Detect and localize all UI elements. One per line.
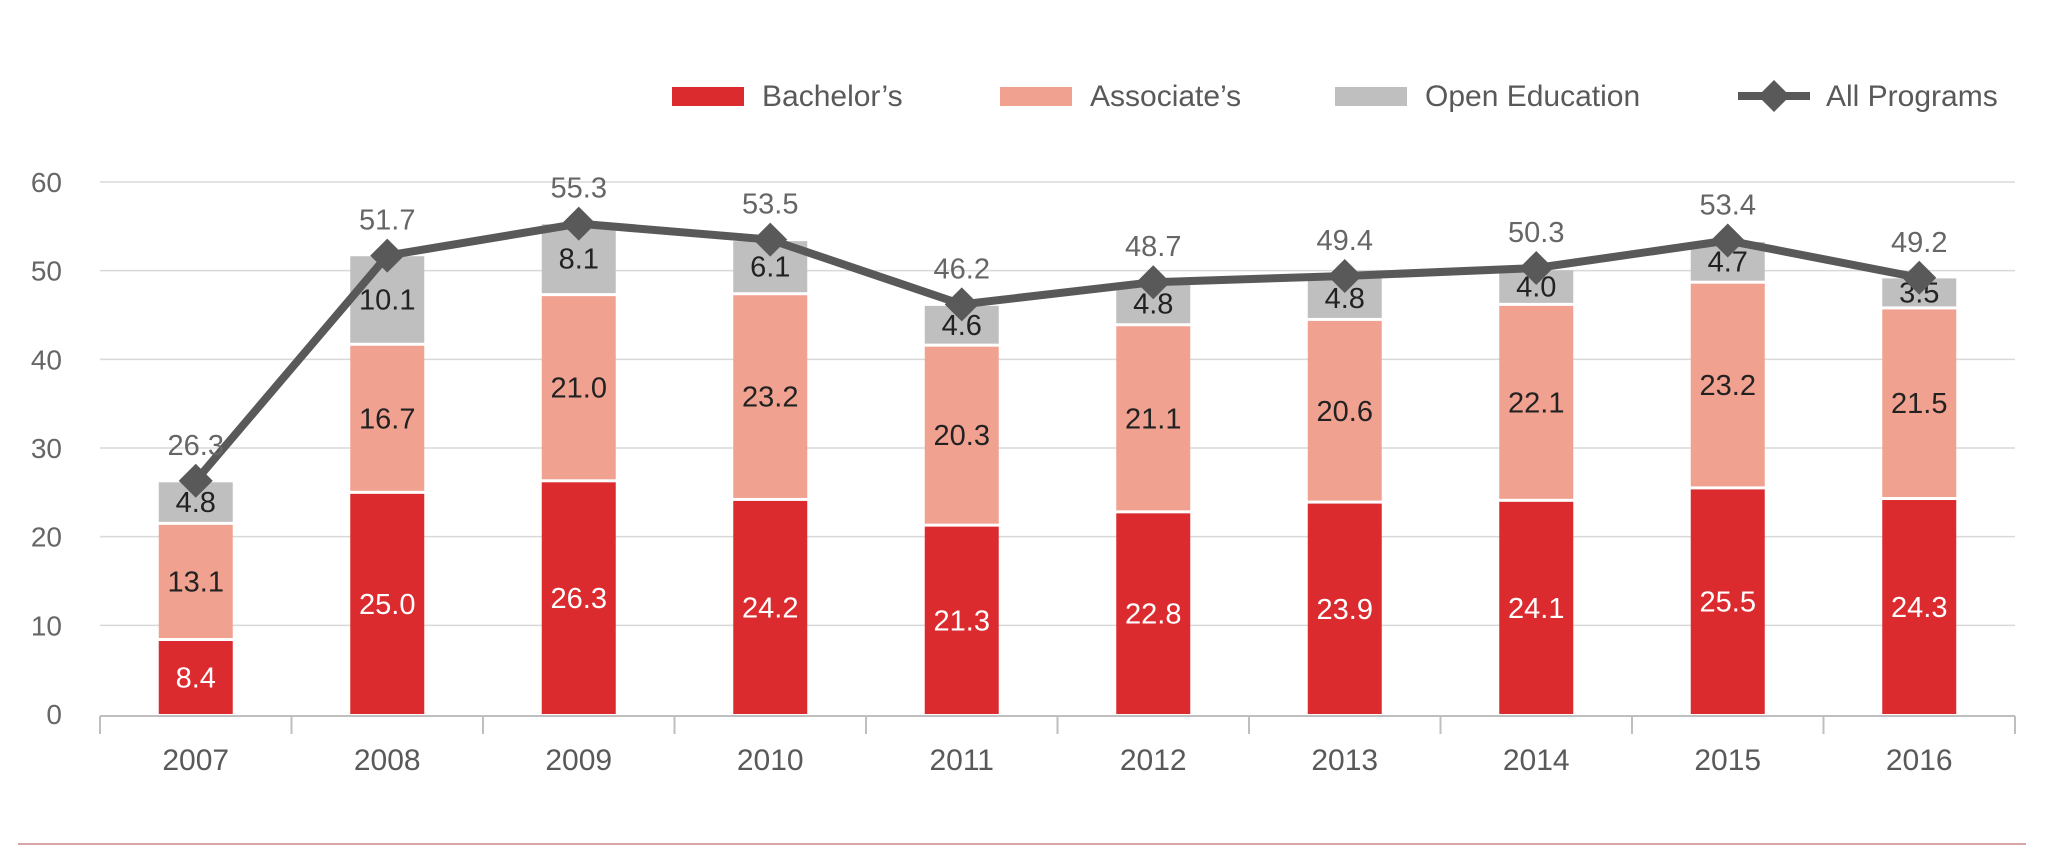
bar-segment <box>1499 501 1574 714</box>
y-tick-label: 10 <box>31 610 62 641</box>
bar-segment <box>924 526 999 714</box>
bar-segment <box>1116 326 1191 511</box>
bar-value-label: 20.6 <box>1317 396 1373 428</box>
bar-segment <box>924 346 999 524</box>
bar-value-label: 21.3 <box>934 605 990 637</box>
y-tick-label: 20 <box>31 522 62 553</box>
x-axis: 2007 2008 2009 2010 2011 2012 2013 2014 2015 2016 <box>99 715 2016 777</box>
legend-swatch <box>1000 87 1072 106</box>
bar-segment <box>1690 489 1765 714</box>
line-value-label: 49.4 <box>1317 225 1373 257</box>
bar-segment <box>1690 283 1765 487</box>
bar-segment <box>541 296 616 480</box>
line-marker <box>370 238 405 273</box>
bar-segment <box>1882 309 1957 498</box>
line-marker <box>1136 265 1171 300</box>
line-value-label: 53.4 <box>1700 190 1756 222</box>
bar-segment <box>733 295 808 498</box>
x-tick-label: 2007 <box>162 744 229 777</box>
y-tick-label: 0 <box>46 699 62 730</box>
x-tick-label: 2014 <box>1503 744 1570 777</box>
all-programs-line: 26.3 51.7 55.3 53.5 46.2 48.7 49.4 50.3 53.4 49.2 <box>168 173 1947 498</box>
line-value-label: 49.2 <box>1891 227 1947 259</box>
legend-swatch <box>1335 87 1407 106</box>
bar-value-label: 22.1 <box>1508 387 1564 419</box>
bar-value-label: 16.7 <box>359 403 415 435</box>
bar-value-label: 21.0 <box>551 373 607 405</box>
x-tick-label: 2011 <box>929 744 994 777</box>
bar-segment <box>158 524 233 639</box>
bar-value-label: 21.5 <box>1891 388 1947 420</box>
x-tick-label: 2009 <box>545 744 612 777</box>
bar-value-label: 8.1 <box>559 244 599 276</box>
x-tick-label: 2015 <box>1694 744 1761 777</box>
bar-segment <box>350 493 425 714</box>
bar-value-label: 10.1 <box>359 284 415 316</box>
bar-value-label: 24.3 <box>1891 592 1947 624</box>
bar-segment <box>1307 503 1382 714</box>
bar-value-label: 8.4 <box>176 663 216 695</box>
line-marker <box>178 463 213 498</box>
bar-segment <box>1882 500 1957 714</box>
y-tick-label: 40 <box>31 344 62 375</box>
legend: Bachelor’s Associate’s Open Education All P… <box>672 80 1998 113</box>
bars: 8.413.14.825.016.710.126.321.08.124.223.… <box>158 224 1957 714</box>
bar-value-label: 20.3 <box>934 420 990 452</box>
legend-line-marker <box>1758 80 1790 112</box>
bar-value-label: 25.5 <box>1700 587 1756 619</box>
line-series <box>192 219 1921 484</box>
y-axis: 0 10 20 30 40 50 60 <box>31 167 62 730</box>
bar-value-label: 23.9 <box>1317 594 1373 626</box>
bar-value-label: 22.8 <box>1125 599 1181 631</box>
line-value-label: 50.3 <box>1508 217 1564 249</box>
y-tick-label: 30 <box>31 433 62 464</box>
line-marker <box>1519 251 1554 286</box>
bar-value-label: 25.0 <box>359 589 415 621</box>
line-value-label: 26.3 <box>168 430 224 462</box>
bar-segment <box>733 500 808 714</box>
bar-segment <box>350 345 425 491</box>
line-value-label: 46.2 <box>934 253 990 285</box>
bar-value-label: 23.2 <box>1700 370 1756 402</box>
line-marker <box>753 222 788 257</box>
bar-value-label: 26.3 <box>551 583 607 615</box>
x-tick-label: 2012 <box>1120 744 1187 777</box>
x-tick-label: 2010 <box>737 744 804 777</box>
bar-segment <box>1116 513 1191 714</box>
line-value-label: 48.7 <box>1125 231 1181 263</box>
legend-label: Associate’s <box>1090 80 1241 113</box>
legend-label: Open Education <box>1425 80 1640 113</box>
bar-value-label: 24.1 <box>1508 593 1564 625</box>
bar-segment <box>1307 320 1382 501</box>
bar-segment <box>1499 305 1574 499</box>
bar-value-label: 6.1 <box>750 252 790 284</box>
bar-segment <box>158 641 233 714</box>
legend-swatch <box>672 87 744 106</box>
line-marker <box>561 206 596 241</box>
y-tick-label: 60 <box>31 167 62 198</box>
line-marker <box>944 287 979 322</box>
bar-value-label: 23.2 <box>742 382 798 414</box>
bar-value-label: 13.1 <box>168 566 224 598</box>
x-tick-label: 2008 <box>354 744 421 777</box>
legend-label: All Programs <box>1826 80 1998 113</box>
line-value-label: 53.5 <box>742 189 798 221</box>
y-tick-label: 50 <box>31 256 62 287</box>
bar-value-label: 21.1 <box>1125 403 1181 435</box>
legend-label: Bachelor’s <box>762 80 903 113</box>
line-marker <box>1902 260 1937 295</box>
footer-divider <box>18 843 2026 845</box>
line-marker <box>1327 258 1362 293</box>
x-tick-label: 2016 <box>1886 744 1953 777</box>
line-value-label: 55.3 <box>551 173 607 205</box>
line-marker <box>1710 223 1745 258</box>
line-value-label: 51.7 <box>359 205 415 237</box>
bar-value-label: 24.2 <box>742 592 798 624</box>
x-tick-label: 2013 <box>1311 744 1378 777</box>
bar-segment <box>541 482 616 714</box>
